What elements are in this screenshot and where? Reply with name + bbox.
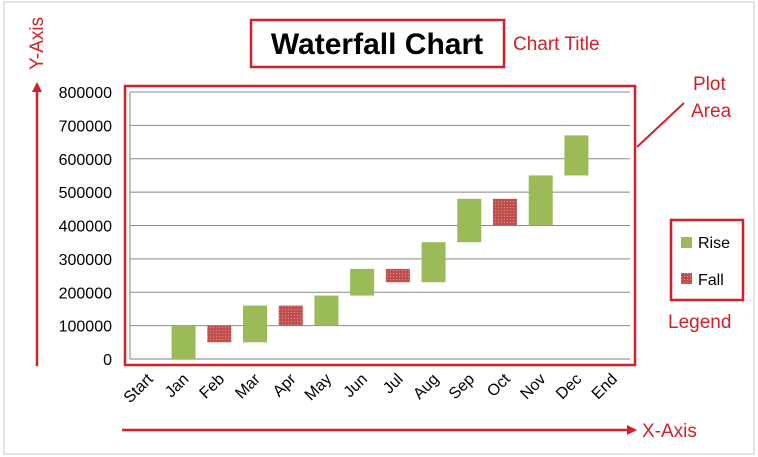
x-tick-label: Nov <box>517 371 549 403</box>
bar-fall-apr <box>278 305 303 326</box>
bar-fall-feb <box>207 325 232 343</box>
chart-frame <box>3 1 755 455</box>
x-tick-label: Sep <box>446 371 478 403</box>
legend-swatch-rise <box>681 237 692 248</box>
bar-rise-jan <box>171 325 196 359</box>
y-tick-label: 100000 <box>59 319 112 336</box>
chart-title-annotation: Chart Title <box>513 34 600 55</box>
x-tick-label: Aug <box>410 371 442 403</box>
x-tick-label: Feb <box>197 371 229 403</box>
x-tick-label: Start <box>121 370 157 406</box>
bar-rise-jun <box>350 268 375 296</box>
legend-label-fall: Fall <box>698 272 724 289</box>
x-tick-label: Apr <box>270 370 300 400</box>
y-tick-label: 0 <box>103 352 112 369</box>
x-axis-annotation: X-Axis <box>642 421 697 442</box>
bar-rise-sep <box>457 198 482 243</box>
legend-box <box>669 218 745 302</box>
legend-swatch-fall <box>681 273 692 284</box>
bar-rise-dec <box>564 135 589 176</box>
x-tick-label: May <box>302 371 335 404</box>
x-tick-label: Dec <box>553 371 585 403</box>
x-tick-label: Jul <box>380 371 406 397</box>
legend-label-rise: Rise <box>698 235 730 252</box>
y-tick-label: 600000 <box>59 152 112 169</box>
y-tick-labels: 0 100000 200000 300000 400000 500000 600000 700… <box>59 85 112 369</box>
x-tick-label: Jan <box>162 371 192 401</box>
y-tick-label: 800000 <box>59 85 112 102</box>
bar-rise-may <box>314 295 339 326</box>
y-tick-label: 300000 <box>59 252 112 269</box>
plot-area-box <box>123 84 637 367</box>
bar-rise-mar <box>243 305 267 343</box>
plot-area-annotation-line1: Plot <box>693 74 726 95</box>
y-tick-label: 500000 <box>59 185 112 202</box>
title-box <box>249 18 506 69</box>
chart-title: Waterfall Chart <box>271 28 483 61</box>
bars <box>171 135 589 359</box>
plot-area-pointer <box>636 102 685 148</box>
bar-rise-aug <box>421 242 446 283</box>
y-tick-label: 700000 <box>59 118 112 135</box>
x-tick-label: Mar <box>232 370 264 402</box>
gridlines <box>129 91 630 360</box>
plot-area-annotation-line2: Area <box>691 101 732 122</box>
x-tick-label: Oct <box>484 370 514 400</box>
x-tick-label: Jun <box>341 371 371 401</box>
bar-fall-jul <box>385 268 410 283</box>
y-axis-annotation: Y-Axis <box>27 17 48 70</box>
x-tick-label: End <box>589 371 621 403</box>
legend-annotation: Legend <box>668 312 731 333</box>
bar-rise-nov <box>528 175 553 226</box>
y-tick-label: 400000 <box>59 219 112 236</box>
y-tick-label: 200000 <box>59 285 112 302</box>
x-tick-labels: Start Jan Feb Mar Apr May Jun Jul Aug Sep Oct Nov De… <box>121 370 621 406</box>
bar-fall-oct <box>493 198 517 226</box>
